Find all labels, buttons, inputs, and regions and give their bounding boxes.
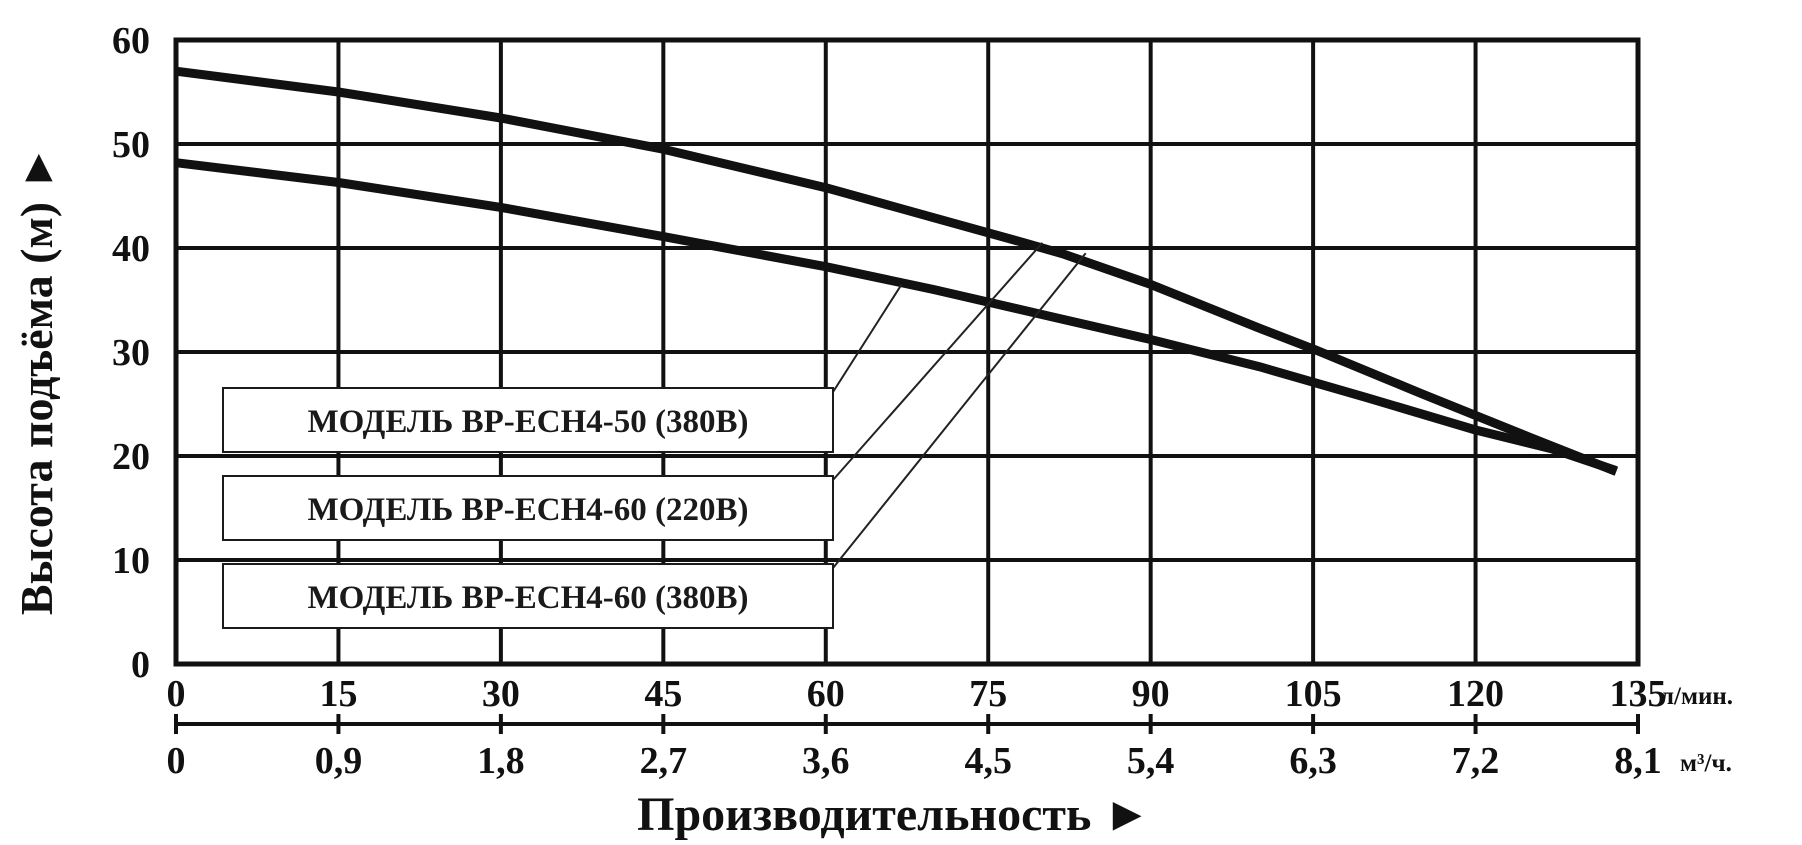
x-tick-label: 0 xyxy=(167,673,186,715)
x-tick-label: 75 xyxy=(969,673,1007,715)
legend-label: МОДЕЛЬ BP-ECH4-50 (380В) xyxy=(307,404,748,440)
x-tick-label: 30 xyxy=(482,673,520,715)
y-tick-label: 50 xyxy=(112,124,150,166)
x-unit-primary: л/мин. xyxy=(1660,683,1733,710)
legend-box xyxy=(222,387,834,453)
chart-grid xyxy=(173,37,1641,667)
x-axis-secondary xyxy=(174,714,1640,734)
x-tick-label: 90 xyxy=(1132,673,1170,715)
x-axis-ticks-secondary: 0 0,9 1,8 2,7 3,6 4,5 5,4 6,3 7,2 8,1 xyxy=(167,740,1662,782)
x-tick-label-secondary: 5,4 xyxy=(1127,740,1175,782)
x-tick-label-secondary: 8,1 xyxy=(1614,740,1662,782)
x-tick-label-secondary: 0 xyxy=(167,740,186,782)
legend-label: МОДЕЛЬ BP-ECH4-60 (220В) xyxy=(307,492,748,528)
y-tick-label: 30 xyxy=(112,332,150,374)
performance-curve xyxy=(175,66,1618,476)
y-axis-ticks: 0 10 20 30 40 50 60 xyxy=(112,20,150,686)
y-tick-label: 40 xyxy=(112,228,150,270)
x-tick-label-secondary: 7,2 xyxy=(1452,740,1500,782)
x-tick-label: 15 xyxy=(319,673,357,715)
y-tick-label: 60 xyxy=(112,20,150,62)
legend: МОДЕЛЬ BP-ECH4-50 (380В) МОДЕЛЬ BP-ECH4-6… xyxy=(222,387,834,629)
legend-box xyxy=(222,475,834,541)
x-tick-label: 120 xyxy=(1447,673,1504,715)
x-tick-label-secondary: 4,5 xyxy=(964,740,1012,782)
x-axis-ticks-primary: 0 15 30 45 60 75 90 105 120 135 xyxy=(167,673,1667,715)
x-unit-secondary: м³/ч. xyxy=(1680,750,1732,777)
legend-leader-lines xyxy=(832,242,1087,569)
x-tick-label-secondary: 1,8 xyxy=(477,740,525,782)
x-tick-label-secondary: 3,6 xyxy=(802,740,850,782)
legend-leader-line xyxy=(832,252,1087,569)
y-tick-label: 0 xyxy=(131,644,150,686)
y-tick-label: 10 xyxy=(112,540,150,582)
x-tick-label: 60 xyxy=(807,673,845,715)
performance-curves xyxy=(175,66,1618,476)
plot-frame xyxy=(173,37,1641,667)
legend-leader-line xyxy=(832,283,903,393)
x-tick-label: 45 xyxy=(644,673,682,715)
legend-leader-line xyxy=(832,242,1044,481)
legend-box xyxy=(222,563,834,629)
x-tick-label: 105 xyxy=(1285,673,1342,715)
y-axis-title: Высота подъёма (м) ► xyxy=(11,145,62,615)
x-tick-label-secondary: 2,7 xyxy=(640,740,688,782)
x-tick-label-secondary: 6,3 xyxy=(1289,740,1337,782)
y-tick-label: 20 xyxy=(112,436,150,478)
x-tick-label: 135 xyxy=(1610,673,1667,715)
legend-label: МОДЕЛЬ BP-ECH4-60 (380В) xyxy=(307,580,748,616)
performance-curve xyxy=(175,158,1618,475)
x-axis-title: Производительность ► xyxy=(637,788,1151,841)
x-tick-label-secondary: 0,9 xyxy=(315,740,363,782)
